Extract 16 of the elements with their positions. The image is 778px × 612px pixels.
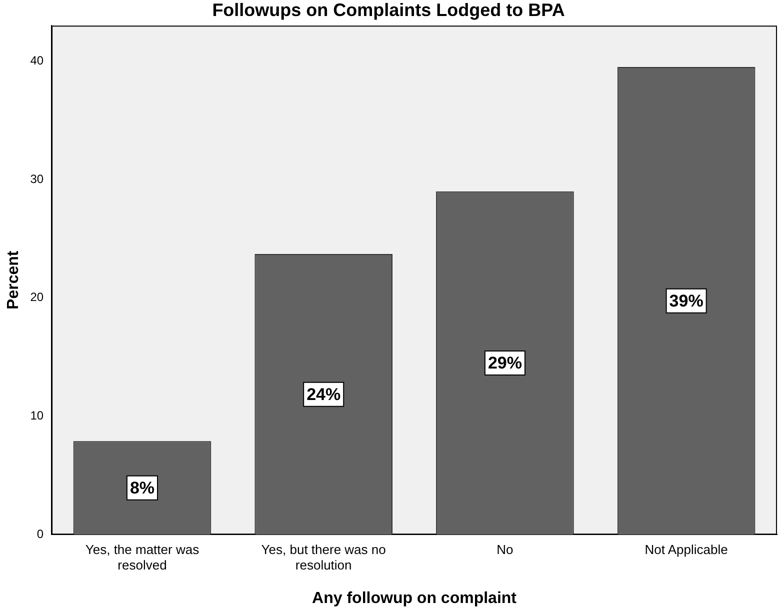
y-axis-title: Percent	[5, 250, 22, 310]
chart-title: Followups on Complaints Lodged to BPA	[212, 0, 565, 20]
data-label: 39%	[669, 292, 704, 311]
y-tick-label: 0	[36, 526, 44, 541]
data-label: 24%	[306, 385, 341, 404]
y-tick-label: 40	[30, 53, 44, 68]
x-tick-label: No	[496, 542, 514, 557]
y-tick-label: 10	[30, 408, 44, 423]
data-label: 8%	[130, 478, 155, 498]
data-label: 29%	[488, 354, 522, 373]
x-tick-label: Yes, the matter was resolved	[85, 542, 200, 573]
y-tick-label: 30	[30, 172, 44, 186]
y-tick-label: 20	[30, 290, 44, 304]
x-axis-title: Any followup on complaint	[312, 590, 518, 607]
x-tick-label: Not Applicable	[644, 542, 728, 557]
x-tick-label: Yes, but there was no resolution	[261, 542, 386, 573]
